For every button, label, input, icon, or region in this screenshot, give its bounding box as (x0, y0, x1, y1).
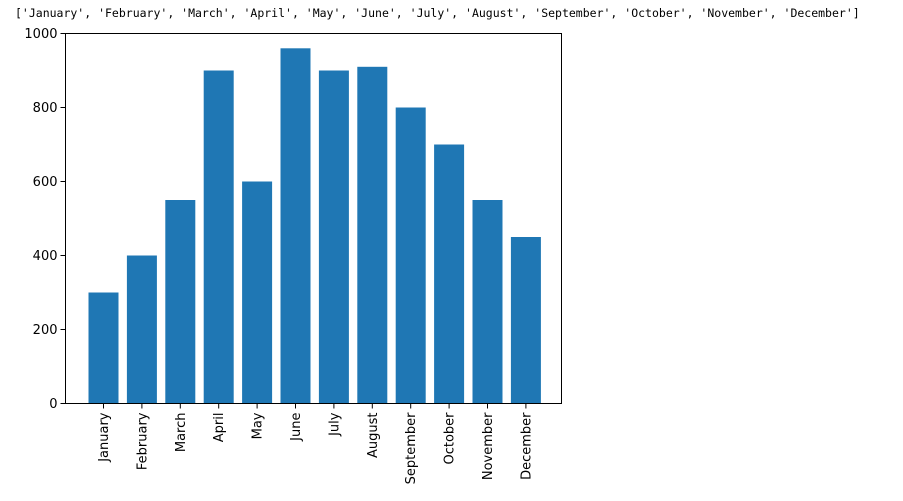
y-tick-label: 200 (33, 323, 58, 338)
bar-september (395, 107, 426, 404)
x-tick-label-june: June (289, 413, 304, 442)
x-tick-label-july: July (327, 412, 342, 437)
bar-may (242, 181, 273, 404)
x-tick-label-january: January (97, 412, 112, 463)
y-tick-label: 800 (33, 101, 58, 116)
x-tick-label-december: December (519, 412, 534, 480)
console-output-text: ['January', 'February', 'March', 'April'… (15, 6, 860, 20)
x-tick-label-april: April (212, 413, 227, 443)
bar-february (126, 255, 157, 404)
x-axis-ticks: January February March April May June July Augu… (97, 403, 534, 485)
bar-october (434, 144, 465, 404)
x-tick-label-november: November (481, 412, 496, 480)
x-tick-label-march: March (174, 413, 189, 453)
x-tick-label-may: May (251, 412, 266, 439)
y-tick-label: 600 (33, 175, 58, 190)
bar-july (318, 70, 349, 404)
bar-march (165, 200, 196, 404)
bars-layer (88, 48, 541, 404)
bar-december (510, 237, 541, 404)
bar-august (357, 66, 388, 404)
x-tick-label-october: October (443, 412, 458, 465)
y-axis-ticks: 0 200 400 600 800 1000 (24, 27, 66, 412)
x-tick-label-february: February (135, 412, 150, 470)
bar-january (88, 292, 119, 404)
y-tick-label: 1000 (24, 27, 57, 42)
x-tick-label-august: August (366, 413, 381, 459)
bar-november (472, 200, 503, 404)
bar-april (203, 70, 234, 404)
bar-june (280, 48, 311, 404)
y-tick-label: 0 (49, 397, 57, 412)
y-tick-label: 400 (33, 249, 58, 264)
x-tick-label-september: September (404, 412, 419, 485)
plot-area-frame (65, 33, 562, 404)
